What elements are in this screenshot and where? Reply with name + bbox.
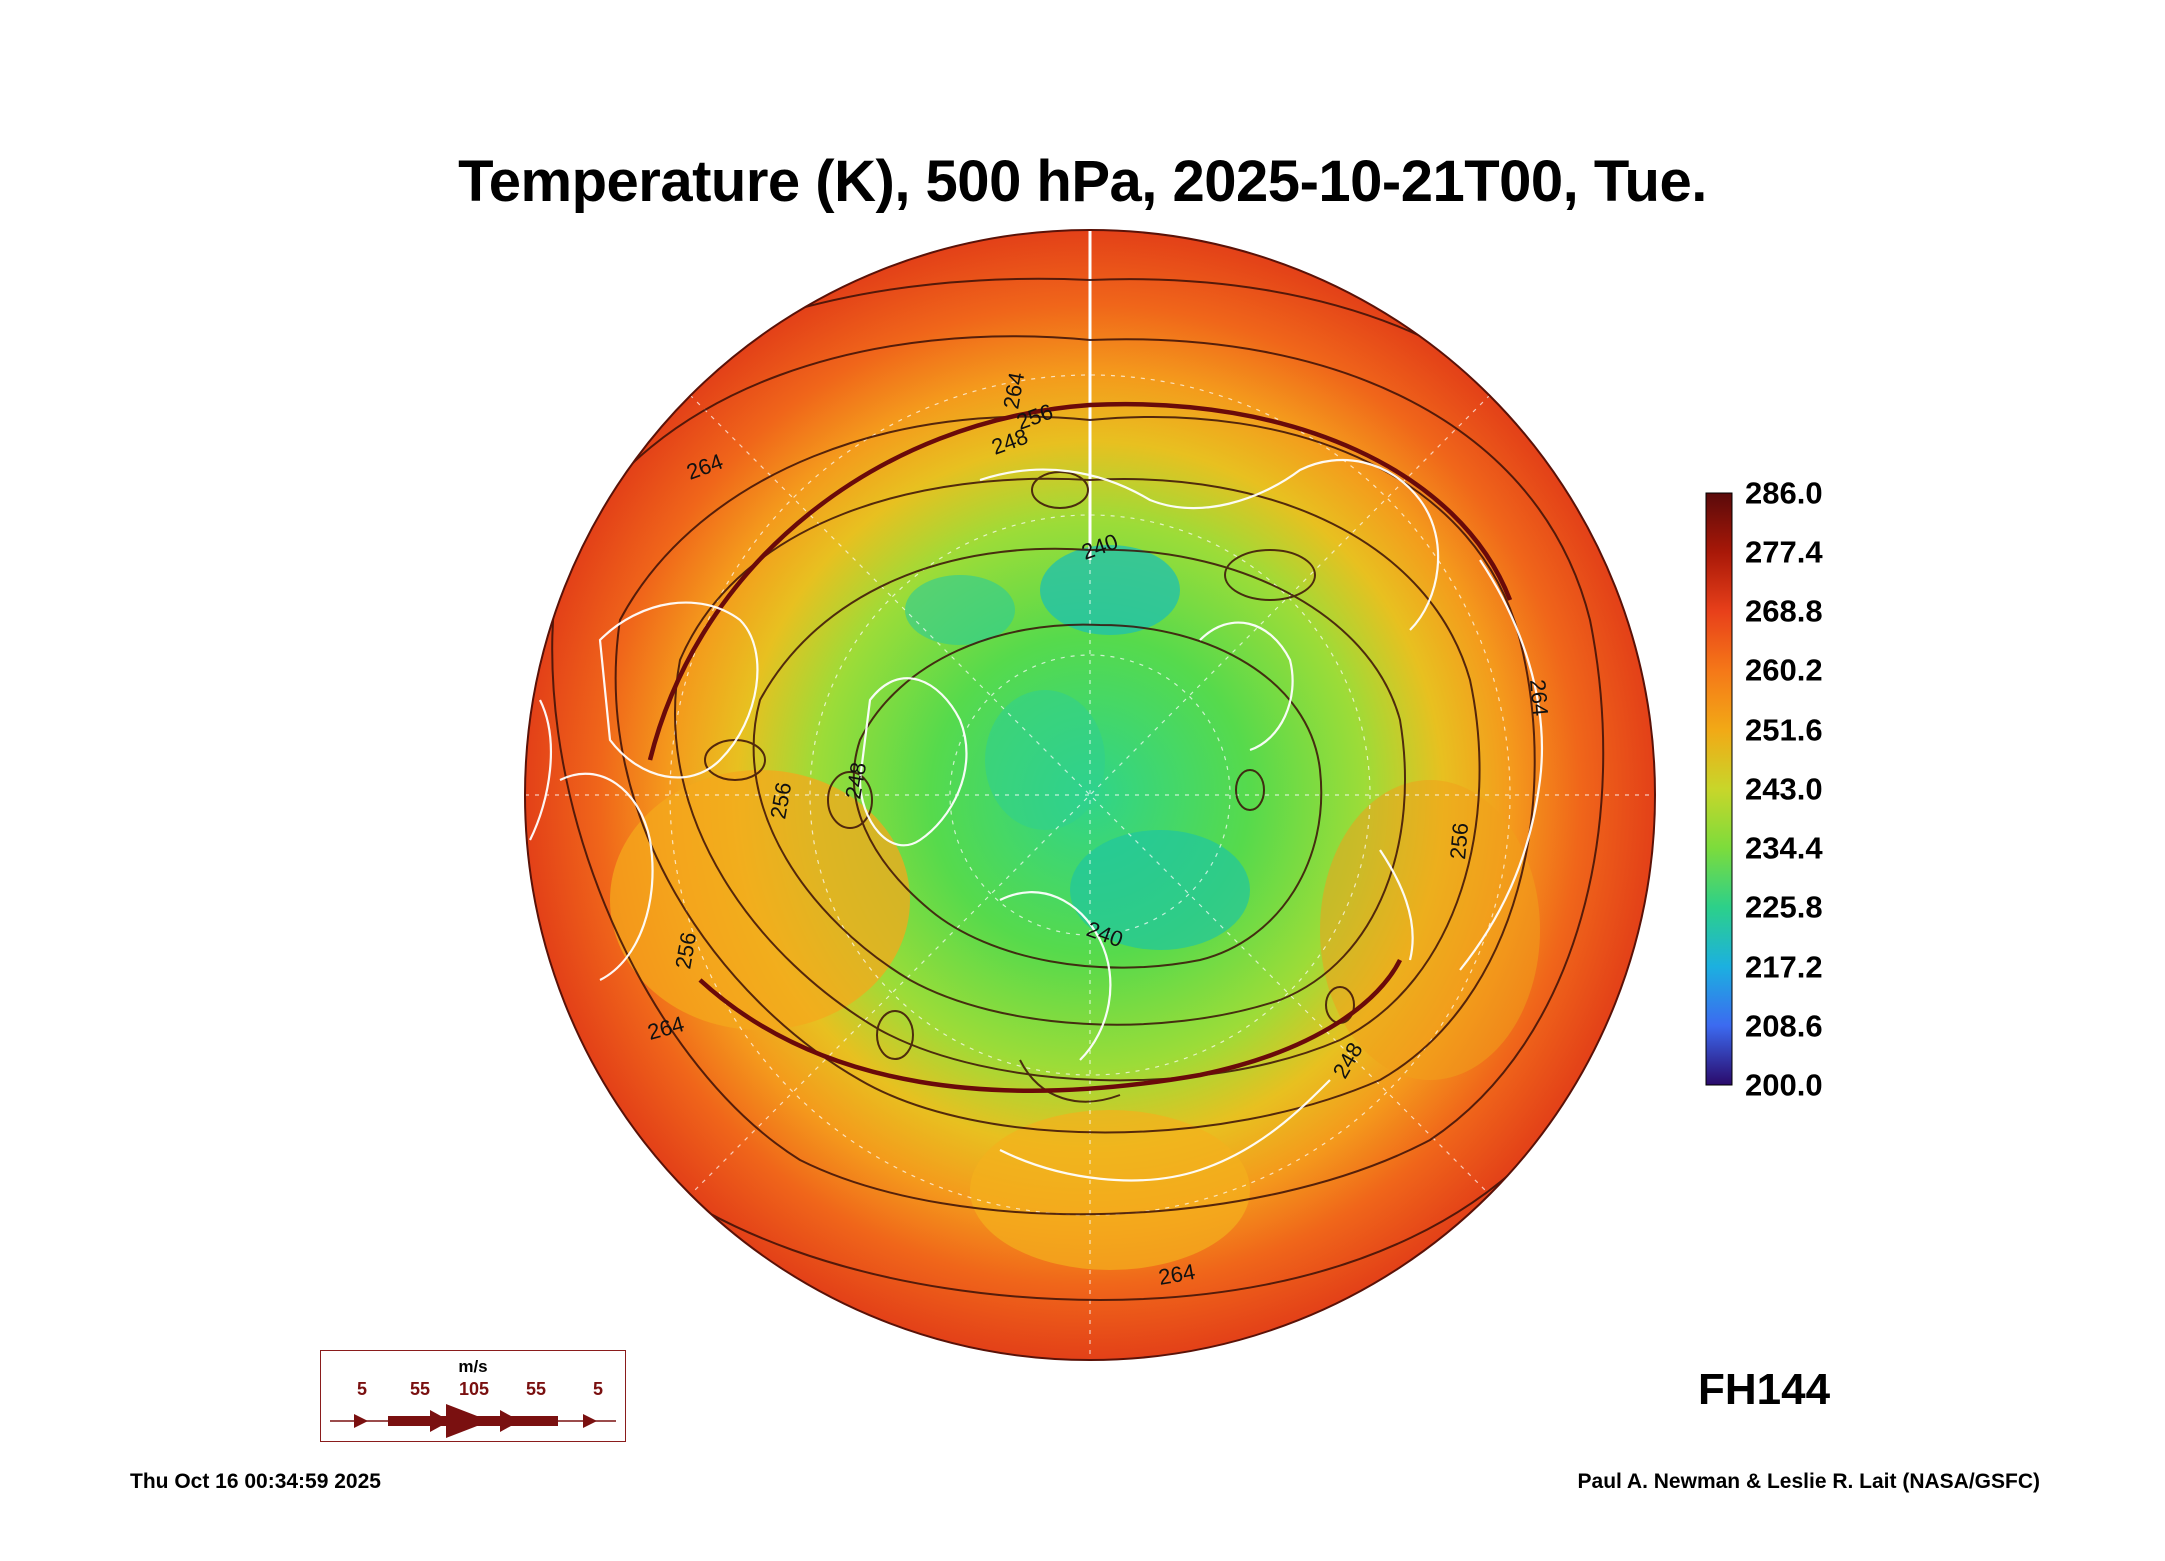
wind-legend-graphic [330,1404,616,1438]
colorbar-label: 217.2 [1745,949,1823,985]
forecast-hour-label: FH144 [1698,1365,1831,1414]
colorbar [1705,492,1733,1086]
colorbar-label: 260.2 [1745,652,1823,688]
contour-label: 264 [1525,678,1553,717]
colorbar-label: 234.4 [1745,830,1823,866]
colorbar-label: 243.0 [1745,771,1823,807]
wind-legend-value: 105 [458,1379,490,1399]
jet-stream-lines [647,401,1513,1093]
wind-legend-unit: m/s [458,1357,488,1376]
wind-legend-value: 55 [409,1379,431,1399]
wind-legend-value: 5 [592,1379,604,1399]
contour-label: 256 [1445,822,1473,861]
coastlines [529,458,1544,1182]
wind-legend-value: 5 [356,1379,368,1399]
colorbar-label: 225.8 [1745,889,1823,925]
colorbar-label: 208.6 [1745,1008,1823,1044]
colorbar-label: 286.0 [1745,475,1823,511]
temperature-field: 272 272 264 264 256 248 256 248 240 264 … [525,230,1655,1360]
credit-text: Paul A. Newman & Leslie R. Lait (NASA/GS… [1577,1470,2040,1493]
colorbar-label: 277.4 [1745,534,1823,570]
colorbar-label: 251.6 [1745,712,1823,748]
wind-speed-legend: m/s 5 55 105 55 5 [320,1350,626,1442]
colorbar-label: 200.0 [1745,1067,1823,1103]
generation-timestamp: Thu Oct 16 00:34:59 2025 [130,1470,381,1493]
wind-legend-value: 55 [525,1379,547,1399]
chart-title: Temperature (K), 500 hPa, 2025-10-21T00,… [458,149,1707,214]
colorbar-label: 268.8 [1745,593,1823,629]
